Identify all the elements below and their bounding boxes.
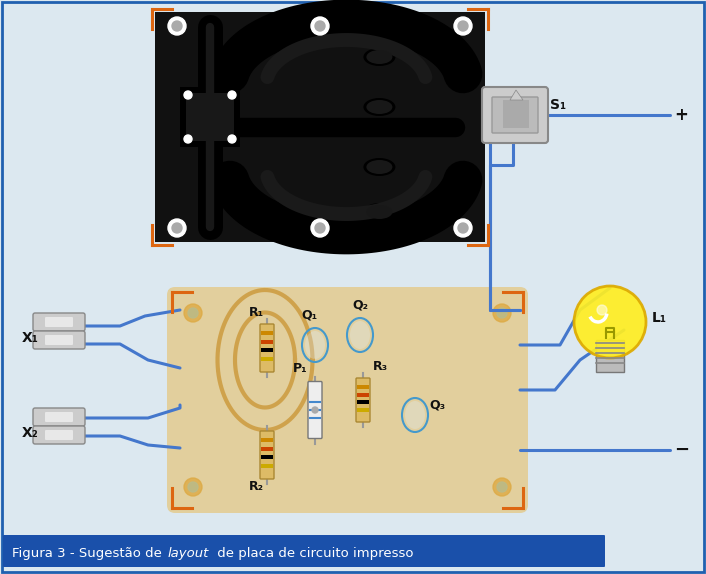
FancyBboxPatch shape (260, 431, 274, 479)
Ellipse shape (364, 98, 395, 116)
Circle shape (311, 17, 329, 35)
Circle shape (184, 135, 192, 143)
Circle shape (184, 304, 202, 322)
Text: P₁: P₁ (293, 362, 308, 375)
Circle shape (172, 223, 182, 233)
Ellipse shape (366, 100, 393, 114)
Text: layout: layout (168, 548, 210, 560)
Ellipse shape (366, 160, 393, 174)
Bar (261, 447, 273, 451)
Bar (180, 87, 240, 147)
FancyBboxPatch shape (167, 287, 528, 513)
Bar (261, 438, 273, 442)
Text: X₂: X₂ (22, 426, 39, 440)
Circle shape (458, 21, 468, 31)
Bar (261, 455, 273, 459)
Bar (357, 400, 369, 404)
Circle shape (315, 223, 325, 233)
Ellipse shape (405, 401, 425, 429)
Text: de placa de circuito impresso: de placa de circuito impresso (213, 548, 414, 560)
Ellipse shape (364, 203, 395, 221)
Bar (261, 339, 273, 343)
Bar (596, 340, 624, 372)
Ellipse shape (366, 50, 393, 64)
Text: Q₂: Q₂ (352, 299, 368, 312)
Ellipse shape (350, 321, 370, 349)
FancyBboxPatch shape (45, 412, 73, 422)
Circle shape (188, 482, 198, 492)
Polygon shape (503, 100, 529, 128)
FancyBboxPatch shape (33, 426, 85, 444)
Circle shape (315, 21, 325, 31)
Bar (357, 408, 369, 412)
Polygon shape (510, 90, 523, 100)
FancyBboxPatch shape (45, 430, 73, 440)
FancyBboxPatch shape (33, 408, 85, 426)
Circle shape (497, 308, 507, 318)
Circle shape (228, 91, 236, 99)
Bar (357, 393, 369, 397)
Circle shape (493, 304, 511, 322)
Bar (155, 12, 485, 242)
Text: +: + (674, 106, 688, 124)
FancyBboxPatch shape (482, 87, 548, 143)
Circle shape (493, 478, 511, 496)
Circle shape (454, 17, 472, 35)
Text: R₁: R₁ (249, 306, 264, 319)
Circle shape (188, 308, 198, 318)
Bar (186, 93, 234, 141)
Circle shape (168, 17, 186, 35)
FancyBboxPatch shape (45, 335, 73, 345)
Circle shape (172, 21, 182, 31)
Bar (261, 348, 273, 352)
Ellipse shape (364, 48, 395, 66)
FancyBboxPatch shape (356, 378, 370, 422)
FancyBboxPatch shape (33, 313, 85, 331)
Ellipse shape (366, 205, 393, 219)
Circle shape (168, 219, 186, 237)
Circle shape (184, 478, 202, 496)
Text: R₃: R₃ (373, 360, 388, 373)
FancyBboxPatch shape (33, 331, 85, 349)
Text: X₁: X₁ (22, 331, 39, 345)
Text: −: − (674, 441, 689, 459)
FancyBboxPatch shape (45, 317, 73, 327)
Text: S₁: S₁ (550, 98, 566, 112)
FancyBboxPatch shape (492, 97, 538, 133)
Text: Figura 3 - Sugestão de: Figura 3 - Sugestão de (12, 548, 166, 560)
Circle shape (597, 305, 607, 315)
Ellipse shape (364, 158, 395, 176)
Text: Q₁: Q₁ (301, 309, 317, 322)
FancyBboxPatch shape (260, 324, 274, 372)
Text: R₂: R₂ (249, 480, 264, 493)
Bar (261, 356, 273, 360)
FancyBboxPatch shape (308, 382, 322, 439)
Circle shape (497, 482, 507, 492)
Circle shape (312, 407, 318, 413)
Text: Q₃: Q₃ (429, 399, 445, 412)
Circle shape (311, 219, 329, 237)
Bar (261, 331, 273, 335)
Bar (261, 463, 273, 467)
Circle shape (454, 219, 472, 237)
Circle shape (228, 135, 236, 143)
Circle shape (184, 91, 192, 99)
Bar (357, 385, 369, 389)
Text: L₁: L₁ (652, 311, 667, 325)
Circle shape (458, 223, 468, 233)
Circle shape (574, 286, 646, 358)
Ellipse shape (305, 331, 325, 359)
FancyBboxPatch shape (3, 535, 605, 567)
